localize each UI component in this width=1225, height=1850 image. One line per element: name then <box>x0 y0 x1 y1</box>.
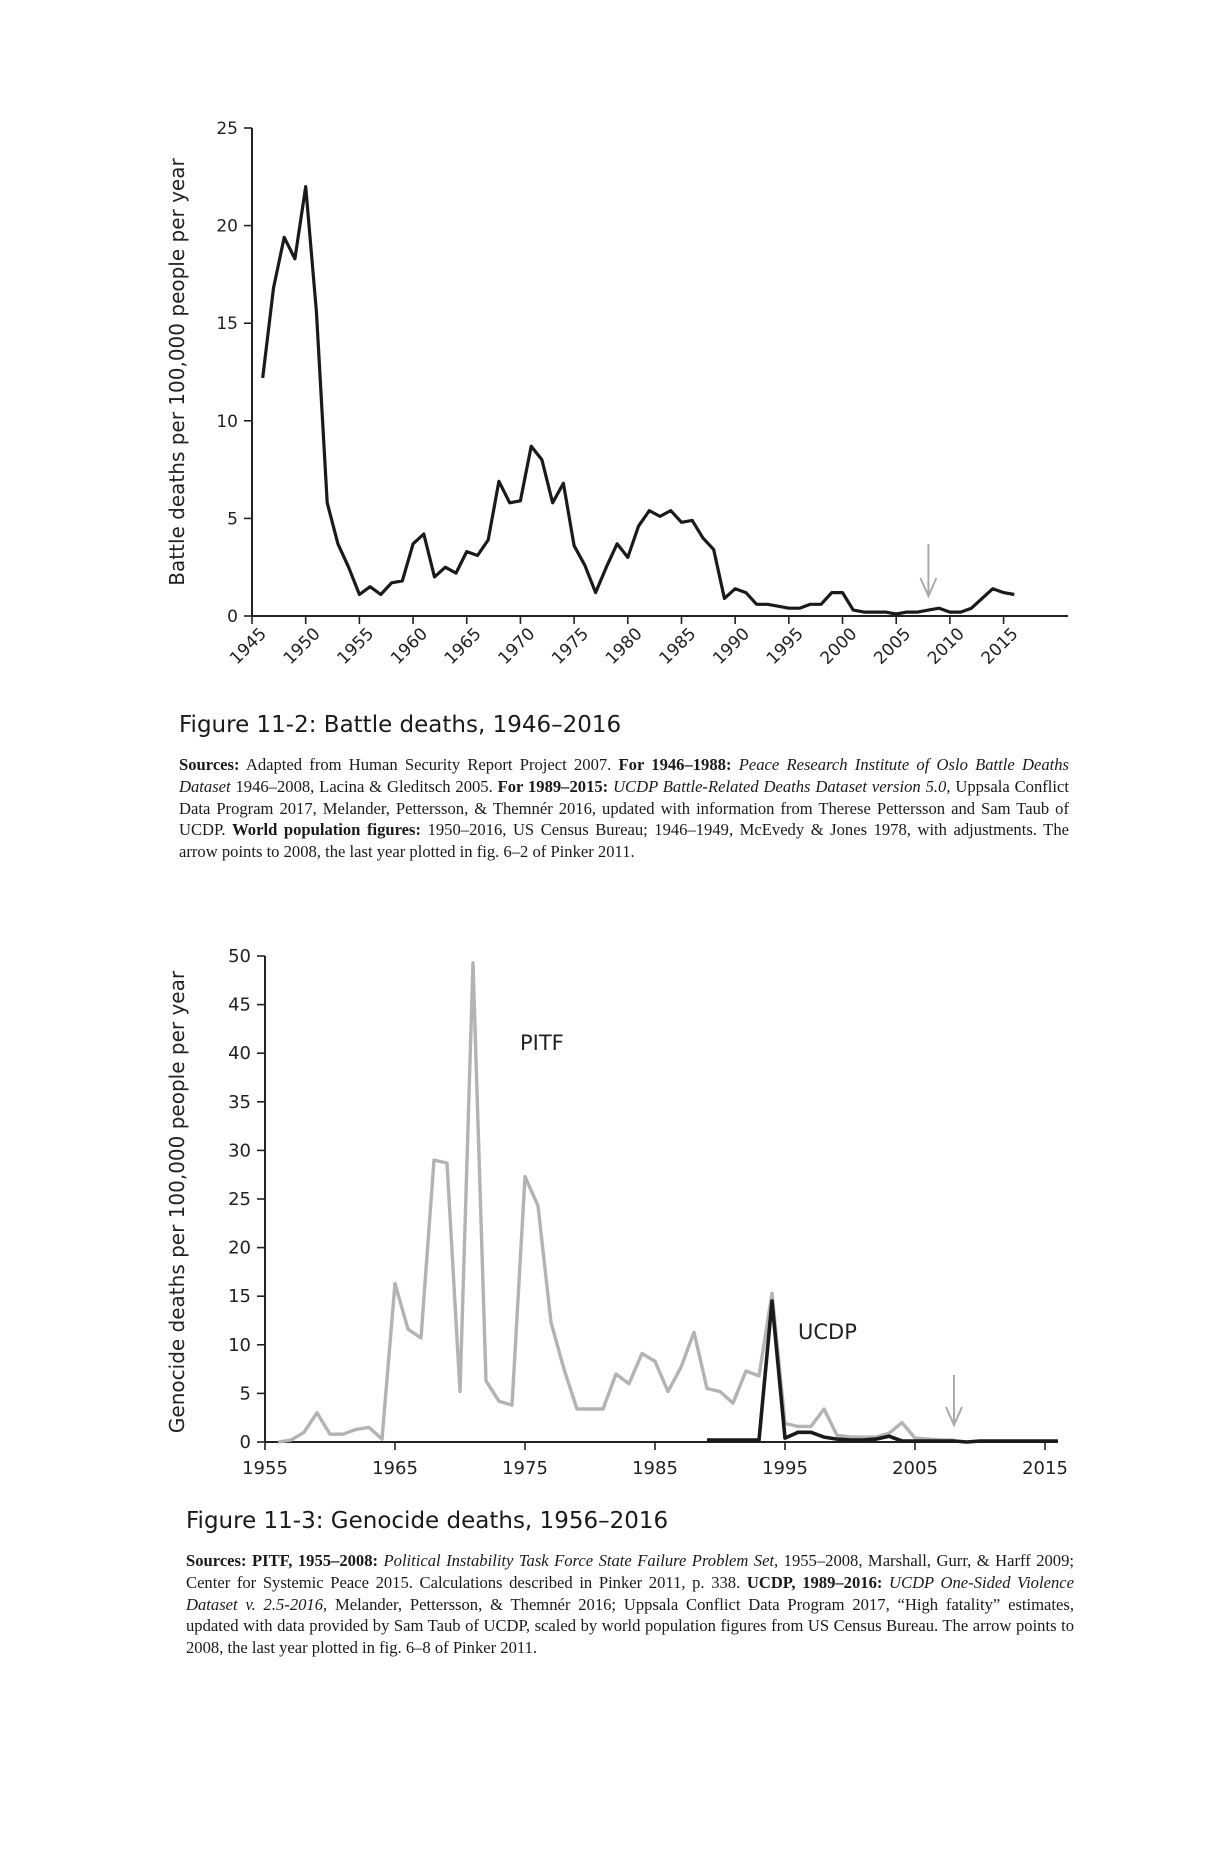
series-line-battle-deaths <box>261 185 1015 616</box>
y-tick-label: 20 <box>228 1238 251 1259</box>
source-text <box>731 755 738 774</box>
x-tick-label: 1985 <box>632 1458 678 1479</box>
y-tick-label: 10 <box>228 1335 251 1356</box>
x-tick-label: 1995 <box>763 624 808 669</box>
y-tick-label: 0 <box>227 607 238 627</box>
x-tick-label: 1960 <box>387 624 432 669</box>
x-tick-label: 1955 <box>242 1458 288 1479</box>
sources-label: Sources: PITF, 1955–2008: <box>186 1551 379 1570</box>
series-label-ucdp: UCDP <box>798 1320 857 1344</box>
x-tick-label: 1975 <box>502 1458 548 1479</box>
figure-11-2-sources: Sources: Adapted from Human Security Rep… <box>179 754 1069 863</box>
arrow-head-icon <box>919 577 938 599</box>
source-range-label: For 1946–1988: <box>618 755 732 774</box>
y-tick-label: 40 <box>228 1043 251 1064</box>
y-tick-label: 35 <box>228 1092 251 1113</box>
x-tick-label: 1965 <box>441 624 486 669</box>
series-line-ucdp <box>707 1299 1058 1444</box>
dataset-name: Peace Research Institute of Oslo Battle … <box>179 755 1069 796</box>
source-text: 1950–2016, US Census Bureau; 1946–1949, … <box>179 820 1069 862</box>
source-range-label: For 1989–2015: <box>497 776 609 796</box>
genocide-deaths-chart: 0 5 10 15 20 25 30 35 40 45 50 1955 1965 1975 1985 1995… <box>165 946 1068 1479</box>
y-tick-label: 5 <box>240 1383 251 1404</box>
series-label-pitf: PITF <box>520 1031 564 1055</box>
x-tick-label: 1965 <box>372 1458 418 1479</box>
source-text: Melander, Pettersson, & Themnér 2016; Up… <box>186 1594 1075 1658</box>
source-range-label: UCDP, 1989–2016: <box>746 1572 883 1592</box>
x-tick-label: 2015 <box>978 624 1023 669</box>
x-tick-label: 1995 <box>762 1458 808 1479</box>
figure-11-3-sources: Sources: PITF, 1955–2008: Political Inst… <box>186 1550 1074 1659</box>
y-tick-label: 10 <box>216 412 238 432</box>
source-text: Adapted from Human Security Report Proje… <box>239 755 619 774</box>
population-label: World population figures: <box>232 820 422 840</box>
y-axis-label: Battle deaths per 100,000 people per yea… <box>165 158 189 586</box>
y-tick-label: 30 <box>228 1140 251 1161</box>
y-tick-label: 50 <box>228 946 251 967</box>
x-tick-label: 1955 <box>333 624 378 669</box>
x-tick-label: 2005 <box>892 1458 938 1479</box>
x-tick-label: 2005 <box>870 624 915 669</box>
y-tick-label: 20 <box>216 217 238 237</box>
y-axis-label: Genocide deaths per 100,000 people per y… <box>165 970 189 1433</box>
y-tick-label: 5 <box>227 509 238 529</box>
x-tick-label: 1985 <box>656 624 701 669</box>
source-text: 1946–2008, Lacina & Gleditsch 2005. <box>230 776 498 796</box>
y-tick-label: 25 <box>228 1189 251 1210</box>
x-tick-label: 2010 <box>924 624 969 669</box>
x-tick-label: 1970 <box>495 624 540 669</box>
x-tick-label: 1950 <box>280 624 325 669</box>
y-tick-label: 15 <box>228 1286 251 1307</box>
dataset-name: UCDP Battle-Related Deaths Dataset versi… <box>613 776 951 796</box>
source-text: Uppsala Conflict Data Program 2017, Mela… <box>179 776 1069 840</box>
y-tick-label: 45 <box>228 995 251 1016</box>
dataset-name: Political Instability Task Force State F… <box>383 1551 779 1570</box>
x-tick-label: 2000 <box>817 624 862 669</box>
figure-11-2-title: Figure 11-2: Battle deaths, 1946–2016 <box>179 712 622 738</box>
dataset-name: UCDP One-Sided Violence Dataset v. 2.5-2… <box>186 1572 1074 1614</box>
x-tick-label: 2015 <box>1022 1458 1068 1479</box>
x-tick-label: 1980 <box>602 624 647 669</box>
source-text: 1955–2008, Marshall, Gurr, & Harff 2009;… <box>186 1551 1075 1592</box>
y-tick-label: 15 <box>216 314 238 334</box>
x-tick-label: 1975 <box>548 624 593 669</box>
y-tick-label: 25 <box>216 119 238 139</box>
arrow-head-icon <box>945 1406 963 1428</box>
y-tick-label: 0 <box>240 1432 251 1453</box>
x-tick-label: 1990 <box>709 624 754 669</box>
x-tick-label: 1945 <box>226 624 271 669</box>
sources-label: Sources: <box>179 755 240 774</box>
figure-11-3-title: Figure 11-3: Genocide deaths, 1956–2016 <box>186 1508 669 1534</box>
series-line-pitf <box>277 961 954 1444</box>
